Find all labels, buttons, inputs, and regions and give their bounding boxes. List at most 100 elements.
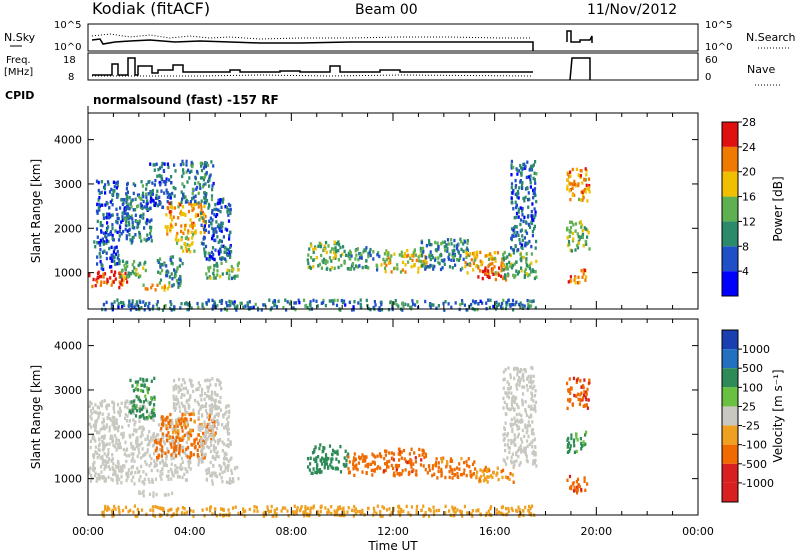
data-patch-18 xyxy=(464,250,505,276)
data-patch-16 xyxy=(566,430,588,454)
velocity-x-axis: 00:00 04:00 08:00 12:00 16:00 20:00 00:00 xyxy=(72,319,714,538)
power-colorbar-ticks: 4 8 12 16 20 24 28 xyxy=(738,116,756,278)
frequency-trace-late xyxy=(569,57,591,81)
velocity-cbar-tick-1: 500 xyxy=(742,362,763,375)
power-patches xyxy=(88,159,591,312)
velocity-cbar-cell-2 xyxy=(722,368,738,388)
nave-label: Nave xyxy=(747,63,775,76)
power-cbar-tick-5: 24 xyxy=(742,141,756,154)
velocity-colorbar: 1000 500 100 25 -25 -100 -500 -1000 Velocity [m… xyxy=(721,329,785,503)
y-tick-label-2: 3000 xyxy=(54,178,82,191)
x-tick-label-3: 12:00 xyxy=(377,525,409,538)
data-patch-4 xyxy=(154,438,207,460)
velocity-cbar-tick-5: -100 xyxy=(742,439,767,452)
velocity-cbar-cell-6 xyxy=(722,444,738,464)
data-patch-6 xyxy=(172,377,223,416)
data-patch-0 xyxy=(88,269,129,290)
power-x-ticks xyxy=(87,113,699,309)
velocity-colorbar-ticks: 1000 500 100 25 -25 -100 -500 -1000 xyxy=(738,343,774,490)
data-patch-13 xyxy=(200,197,233,262)
x-tick-label-4: 16:00 xyxy=(479,525,511,538)
velocity-cbar-cell-7 xyxy=(722,463,738,483)
power-cbar-cell-3 xyxy=(722,196,738,222)
data-patch-25 xyxy=(101,298,537,312)
x-tick-label-1: 04:00 xyxy=(174,525,206,538)
x-tick-label-6: 00:00 xyxy=(682,525,714,538)
power-panel: 1000 2000 3000 4000 Slant Range [km] xyxy=(29,112,699,312)
power-cbar-tick-4: 20 xyxy=(742,166,756,179)
data-patch-6 xyxy=(142,283,171,292)
noise-panel-frame xyxy=(87,23,699,52)
frequency-panel-frame xyxy=(87,52,699,81)
power-cbar-cell-1 xyxy=(722,246,738,272)
station-title: Kodiak (fitACF) xyxy=(92,0,210,18)
velocity-cbar-cell-5 xyxy=(722,425,738,445)
velocity-colorbar-label: Velocity [m s⁻¹] xyxy=(771,369,785,462)
x-tick-label-2: 08:00 xyxy=(275,525,307,538)
data-patch-11 xyxy=(383,447,428,478)
cpid-text: normalsound (fast) -157 RF xyxy=(93,93,279,107)
frequency-trace xyxy=(92,57,533,76)
power-cbar-cell-4 xyxy=(722,171,738,197)
velocity-panel: 1000 2000 3000 4000 00:00 04:00 08:00 12:00 16:… xyxy=(29,318,714,553)
velocity-cbar-tick-0: 1000 xyxy=(742,343,770,356)
velocity-cbar-tick-3: 25 xyxy=(742,400,756,413)
velocity-colorbar-cells xyxy=(722,330,738,502)
power-colorbar-label: Power [dB] xyxy=(771,176,785,241)
velocity-cbar-cell-3 xyxy=(722,387,738,407)
data-patch-0 xyxy=(88,398,156,486)
data-patch-9 xyxy=(306,443,350,475)
velocity-cbar-cell-1 xyxy=(722,349,738,369)
data-patch-12 xyxy=(205,259,240,281)
data-patch-5 xyxy=(123,180,153,245)
noise-left-label: N.Sky xyxy=(4,31,36,44)
power-cbar-tick-2: 12 xyxy=(742,215,756,228)
y-tick-label-0: 1000 xyxy=(54,267,82,280)
power-cbar-cell-5 xyxy=(722,146,738,172)
data-patch-17 xyxy=(419,237,472,272)
data-patch-3 xyxy=(95,179,120,200)
data-patch-10 xyxy=(156,255,184,289)
noise-sky-trace xyxy=(91,38,534,51)
data-patch-24 xyxy=(566,167,591,203)
y-tick-label-2: 3000 xyxy=(54,384,82,397)
data-patch-21 xyxy=(510,159,538,253)
noise-search-trace xyxy=(91,33,530,40)
power-cbar-tick-3: 16 xyxy=(742,191,756,204)
nave-tick-bottom: 0 xyxy=(705,72,711,83)
nave-trace xyxy=(92,74,534,77)
freq-label-2: [MHz] xyxy=(4,67,33,78)
data-patch-18 xyxy=(101,504,536,518)
data-patch-2 xyxy=(95,197,131,241)
velocity-cbar-cell-0 xyxy=(722,330,738,350)
data-patch-17 xyxy=(566,474,589,495)
data-patch-14 xyxy=(306,240,345,272)
beam-title: Beam 00 xyxy=(355,2,418,18)
velocity-cbar-tick-2: 100 xyxy=(742,381,763,394)
data-patch-13 xyxy=(475,465,515,484)
data-patch-11 xyxy=(179,159,215,205)
date-title: 11/Nov/2012 xyxy=(587,2,677,18)
y-tick-label-0: 1000 xyxy=(54,473,82,486)
noise-sky-trace-late xyxy=(566,30,593,43)
noise-right-tick-bottom: 10^0 xyxy=(705,42,732,53)
velocity-cbar-tick-4: -25 xyxy=(742,420,760,433)
data-patch-15 xyxy=(566,376,591,411)
power-cbar-cell-0 xyxy=(722,271,738,296)
y-tick-label-1: 2000 xyxy=(54,222,82,235)
freq-tick-bottom: 8 xyxy=(68,72,74,83)
power-cbar-cell-6 xyxy=(722,122,738,147)
power-colorbar-cells xyxy=(722,122,738,296)
data-patch-14 xyxy=(502,365,538,469)
time-axis-label: Time UT xyxy=(367,539,418,553)
frequency-panel: Freq. [MHz] 18 8 60 0 Nave xyxy=(4,52,780,86)
x-tick-label-0: 00:00 xyxy=(72,525,104,538)
power-colorbar: 4 8 12 16 20 24 28 Power [dB] xyxy=(721,116,785,297)
noise-left-tick-bottom: 10^0 xyxy=(54,42,81,53)
velocity-ylabel: Slant Range [km] xyxy=(29,365,43,469)
velocity-colorbar-frame xyxy=(721,329,739,503)
nave-tick-top: 60 xyxy=(705,55,718,66)
cpid-label: CPID xyxy=(5,89,34,102)
data-patch-12 xyxy=(426,456,477,480)
